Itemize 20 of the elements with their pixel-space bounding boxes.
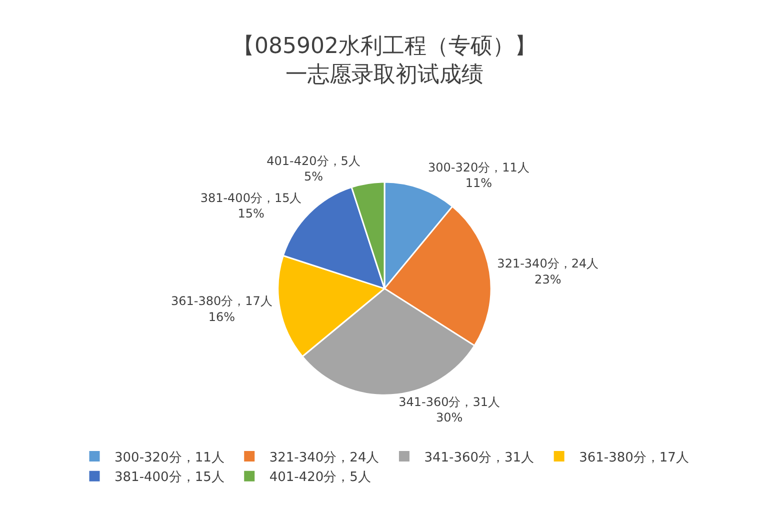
data-label: 11% [465,176,492,190]
legend-label: 401-420分，5人 [269,470,371,486]
legend-label: 341-360分，31人 [424,450,534,466]
slice-label: 300-320分，11人 [428,160,530,174]
data-label: 23% [534,272,562,286]
slice-label: 341-360分，31人 [398,394,500,409]
data-label: 30% [436,410,463,424]
slice-label: 381-400分，15人 [200,190,302,205]
data-label: 16% [208,310,236,324]
slice-label: 361-380分，17人 [170,294,272,308]
slice-label: 401-420分，5人 [266,154,360,168]
legend-label: 321-340分，24人 [269,450,380,466]
data-label: 15% [238,206,264,221]
legend-label: 381-400分，15人 [114,470,224,486]
data-label: 5% [304,170,324,184]
legend-label: 300-320分，11人 [114,450,224,466]
legend-label: 361-380分，17人 [579,450,689,466]
chart-title: 【085902水利工程（专硕）】 [232,34,536,59]
slice-label: 321-340分，24人 [497,256,599,271]
chart-subtitle: 一志愿录取初试成绩 [286,62,484,88]
